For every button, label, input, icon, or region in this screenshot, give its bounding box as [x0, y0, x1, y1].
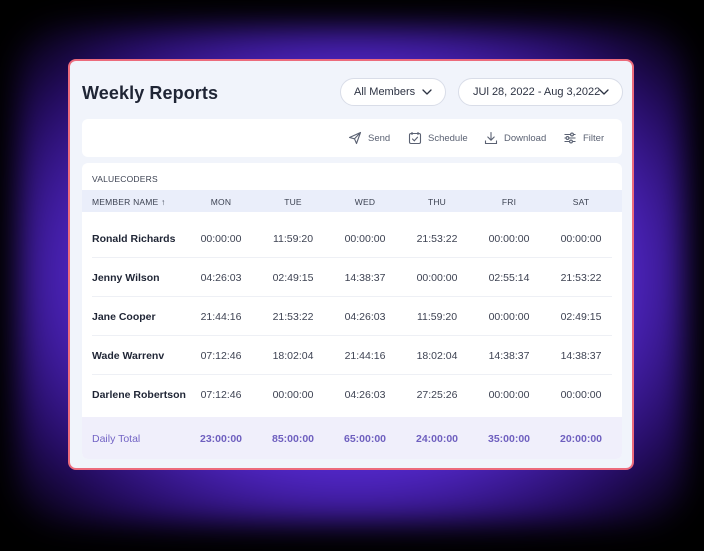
column-header-sat: SAT: [572, 197, 590, 207]
report-table: VALUECODERS MEMBER NAME ↑ MON TUE WED TH…: [82, 163, 622, 459]
schedule-label: Schedule: [428, 132, 468, 144]
time-cell: 21:44:16: [344, 350, 386, 362]
table-row[interactable]: Jane Cooper 21:44:16 21:53:22 04:26:03 1…: [82, 297, 622, 336]
time-cell: 00:00:00: [200, 233, 242, 245]
time-cell: 00:00:00: [488, 311, 530, 323]
send-icon: [348, 131, 362, 145]
table-row[interactable]: Wade Warrenv 07:12:46 18:02:04 21:44:16 …: [82, 336, 622, 375]
group-name: VALUECODERS: [92, 174, 158, 184]
time-cell: 14:38:37: [560, 350, 602, 362]
filter-sliders-icon: [564, 132, 576, 144]
time-cell: 04:26:03: [344, 389, 386, 401]
members-dropdown[interactable]: All Members: [340, 78, 446, 106]
chevron-down-icon: [599, 89, 609, 95]
member-name: Darlene Robertson: [92, 389, 186, 401]
row-divider: [92, 296, 612, 297]
column-header-fri: FRI: [501, 197, 517, 207]
time-cell: 21:44:16: [200, 311, 242, 323]
time-cell: 14:38:37: [488, 350, 530, 362]
time-cell: 11:59:20: [272, 233, 314, 245]
table-row[interactable]: Jenny Wilson 04:26:03 02:49:15 14:38:37 …: [82, 258, 622, 297]
send-button[interactable]: Send: [348, 131, 390, 145]
send-label: Send: [368, 132, 391, 144]
time-cell: 18:02:04: [272, 350, 314, 362]
download-icon: [484, 131, 498, 145]
calendar-check-icon: [408, 132, 422, 145]
member-name: Wade Warrenv: [92, 350, 165, 362]
table-row[interactable]: Darlene Robertson 07:12:46 00:00:00 04:2…: [82, 375, 622, 414]
download-label: Download: [504, 132, 547, 144]
row-divider: [92, 257, 612, 258]
column-header-thu: THU: [427, 197, 447, 207]
time-cell: 04:26:03: [344, 311, 386, 323]
time-cell: 00:00:00: [344, 233, 386, 245]
column-header-tue: TUE: [284, 197, 302, 207]
time-cell: 00:00:00: [416, 272, 458, 284]
total-cell: 65:00:00: [343, 433, 387, 445]
page-title: Weekly Reports: [82, 83, 219, 103]
member-name: Jane Cooper: [92, 311, 156, 323]
total-cell: 23:00:00: [199, 433, 243, 445]
column-header-mon: MON: [210, 197, 232, 207]
date-range-label: JUl 28, 2022 - Aug 3,2022: [473, 86, 601, 98]
time-cell: 00:00:00: [560, 233, 602, 245]
schedule-button[interactable]: Schedule: [408, 131, 468, 145]
time-cell: 00:00:00: [272, 389, 314, 401]
total-cell: 24:00:00: [415, 433, 459, 445]
row-divider: [92, 374, 612, 375]
weekly-reports-card: Weekly Reports All Members JUl 28, 2022 …: [68, 59, 634, 470]
chevron-down-icon: [422, 89, 432, 95]
column-header-wed: WED: [354, 197, 376, 207]
time-cell: 00:00:00: [488, 389, 530, 401]
total-cell: 20:00:00: [559, 433, 603, 445]
time-cell: 02:49:15: [560, 311, 602, 323]
time-cell: 27:25:26: [416, 389, 458, 401]
time-cell: 00:00:00: [560, 389, 602, 401]
table-row[interactable]: Ronald Richards 00:00:00 11:59:20 00:00:…: [82, 219, 622, 258]
filter-button[interactable]: Filter: [563, 131, 604, 145]
report-toolbar: Send Schedule Download Filter: [82, 119, 622, 157]
members-dropdown-label: All Members: [354, 86, 416, 98]
total-cell: 85:00:00: [271, 433, 315, 445]
download-button[interactable]: Download: [484, 131, 546, 145]
date-range-dropdown[interactable]: JUl 28, 2022 - Aug 3,2022: [458, 78, 623, 106]
time-cell: 02:49:15: [272, 272, 314, 284]
member-name: Jenny Wilson: [92, 272, 160, 284]
time-cell: 14:38:37: [344, 272, 386, 284]
total-cell: 35:00:00: [487, 433, 531, 445]
time-cell: 18:02:04: [416, 350, 458, 362]
daily-total-row: Daily Total 23:00:00 85:00:00 65:00:00 2…: [82, 417, 622, 459]
daily-total-label: Daily Total: [92, 433, 141, 445]
time-cell: 04:26:03: [200, 272, 242, 284]
time-cell: 21:53:22: [272, 311, 314, 323]
time-cell: 11:59:20: [416, 311, 458, 323]
table-header: MEMBER NAME ↑ MON TUE WED THU FRI SAT: [82, 190, 622, 212]
time-cell: 00:00:00: [488, 233, 530, 245]
member-name: Ronald Richards: [92, 233, 176, 245]
filter-label: Filter: [583, 132, 605, 144]
time-cell: 02:55:14: [488, 272, 530, 284]
row-divider: [92, 335, 612, 336]
time-cell: 07:12:46: [200, 350, 242, 362]
column-header-member-name[interactable]: MEMBER NAME ↑: [92, 197, 166, 207]
time-cell: 21:53:22: [560, 272, 602, 284]
time-cell: 21:53:22: [416, 233, 458, 245]
time-cell: 07:12:46: [200, 389, 242, 401]
